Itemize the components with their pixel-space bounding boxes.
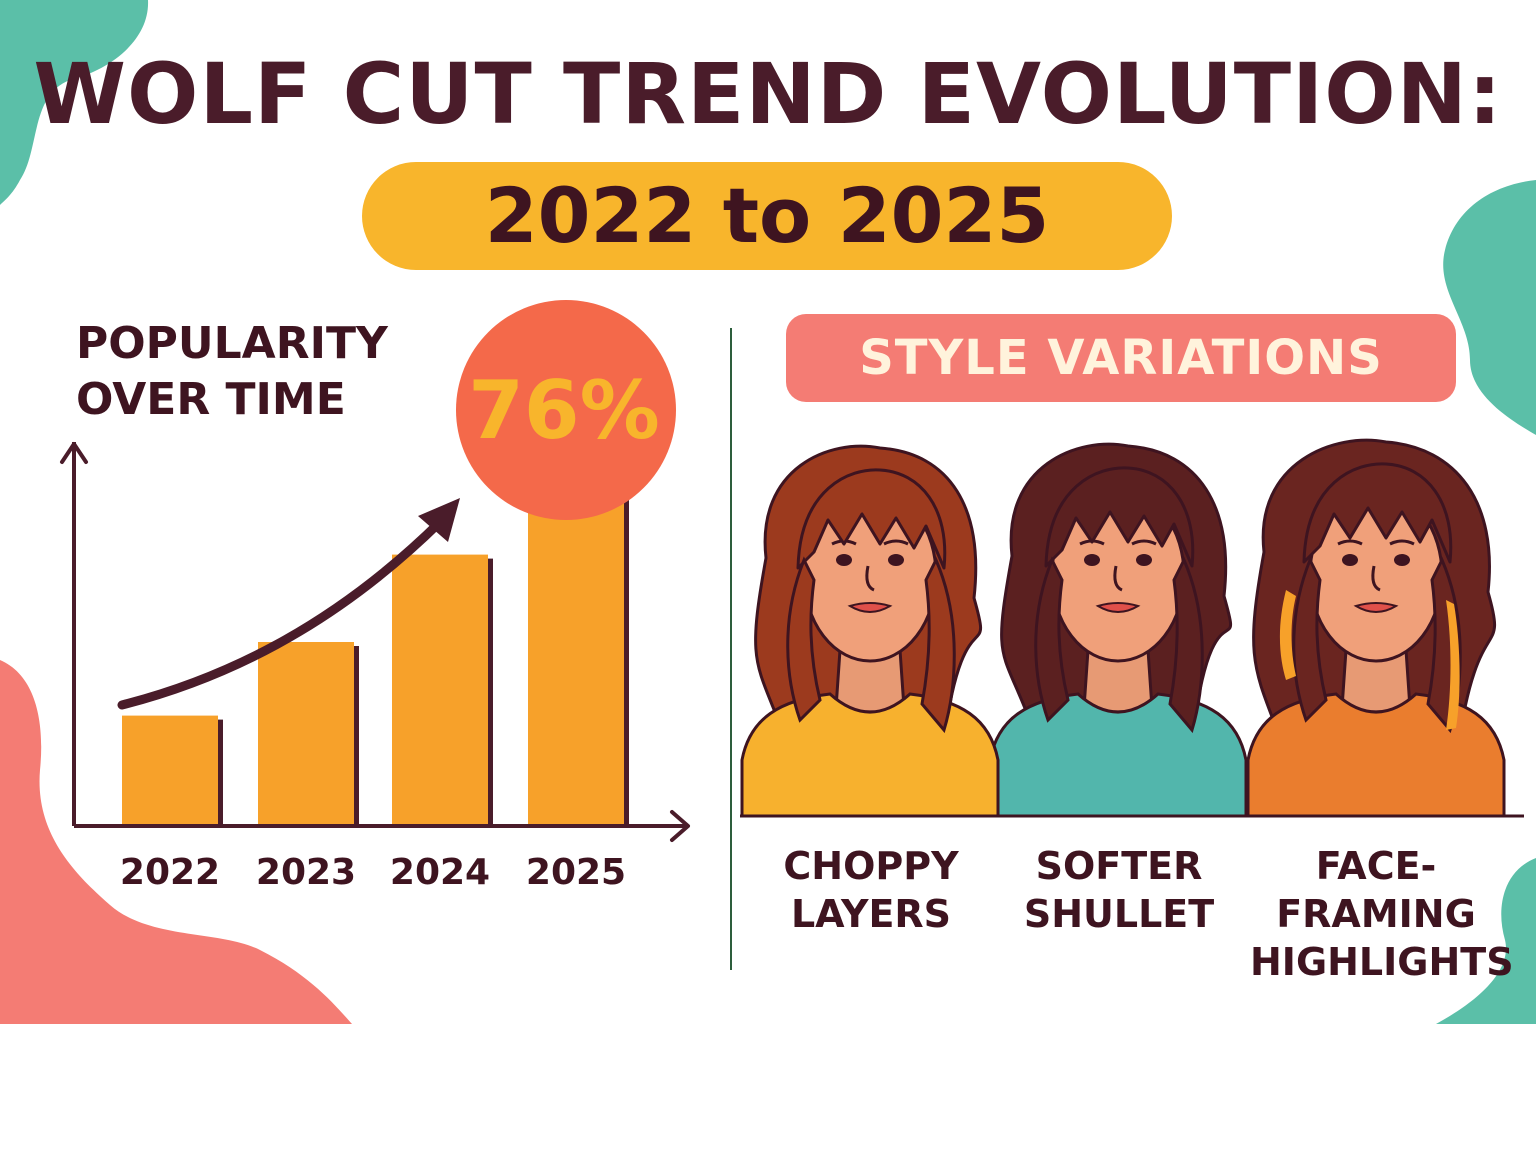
style-caption-line: LAYERS bbox=[790, 892, 952, 936]
coral-blob-bottom-left bbox=[0, 660, 352, 1024]
woman-softer-shullet-icon bbox=[988, 442, 1248, 818]
right-lock bbox=[1168, 556, 1204, 734]
subtitle: 2022 to 2025 bbox=[484, 171, 1050, 260]
mouth bbox=[1095, 602, 1141, 613]
style-caption-2: SOFTER SHULLET bbox=[1008, 842, 1230, 938]
trend-arrow-head-icon bbox=[418, 498, 460, 542]
mouth bbox=[1353, 602, 1399, 613]
left-lock bbox=[1292, 556, 1328, 723]
right-lock bbox=[920, 556, 956, 734]
x-tick-label-2022: 2022 bbox=[120, 852, 220, 893]
left-eye bbox=[1342, 554, 1358, 566]
right-eye bbox=[888, 554, 904, 566]
nose bbox=[1113, 565, 1123, 592]
style-caption-line: FRAMING bbox=[1276, 892, 1476, 936]
highlight-streak-left bbox=[1279, 590, 1296, 680]
style-caption-line: SOFTER bbox=[1035, 844, 1203, 888]
nose bbox=[865, 565, 875, 592]
chart-title: POPULARITY OVER TIME bbox=[76, 318, 388, 425]
style-variations-heading: STYLE VARIATIONS bbox=[859, 330, 1383, 386]
teal-blob-bottom-right bbox=[1436, 858, 1536, 1024]
section-divider bbox=[730, 328, 732, 970]
bangs bbox=[796, 468, 947, 570]
nose bbox=[1371, 565, 1381, 592]
y-axis-arrow-icon bbox=[60, 442, 88, 464]
mouth bbox=[847, 602, 893, 613]
style-caption-line: CHOPPY bbox=[783, 844, 959, 888]
left-lock bbox=[786, 556, 822, 723]
trend-arrow bbox=[117, 517, 445, 710]
subtitle-pill: 2022 to 2025 bbox=[362, 162, 1172, 270]
bangs bbox=[1044, 466, 1195, 568]
teal-blob-top-left bbox=[0, 0, 149, 205]
x-tick-label-2024: 2024 bbox=[390, 852, 490, 893]
left-lock bbox=[1034, 556, 1070, 723]
page-title: WOLF CUT TREND EVOLUTION: bbox=[33, 45, 1503, 143]
bangs bbox=[1302, 462, 1453, 564]
x-tick-label-2025: 2025 bbox=[526, 852, 626, 893]
right-brow bbox=[1389, 539, 1415, 546]
style-caption-line: HIGHLIGHTS bbox=[1250, 940, 1514, 984]
style-variations-pill: STYLE VARIATIONS bbox=[786, 314, 1456, 402]
style-caption-line: SHULLET bbox=[1023, 892, 1215, 936]
bar-2023 bbox=[258, 642, 354, 826]
bar-2024 bbox=[392, 554, 488, 826]
left-eye bbox=[836, 554, 852, 566]
left-eye bbox=[1084, 554, 1100, 566]
right-brow bbox=[883, 539, 909, 546]
highlight-badge bbox=[456, 300, 676, 520]
right-brow bbox=[1131, 539, 1157, 546]
woman-choppy-layers-icon bbox=[740, 444, 1000, 818]
highlight-streak-right bbox=[1446, 600, 1460, 730]
right-eye bbox=[1136, 554, 1152, 566]
shirt bbox=[988, 692, 1248, 818]
shirt bbox=[1246, 692, 1506, 818]
teal-blob-top-right bbox=[1443, 180, 1536, 435]
woman-face-framing-highlights-icon bbox=[1246, 438, 1506, 818]
x-tick-label-2023: 2023 bbox=[256, 852, 356, 893]
shirt bbox=[740, 692, 1000, 818]
style-caption-1: CHOPPY LAYERS bbox=[760, 842, 982, 938]
style-caption-3: FACE- FRAMING HIGHLIGHTS bbox=[1250, 842, 1514, 986]
style-caption-line: FACE- bbox=[1315, 844, 1437, 888]
x-axis-arrow-icon bbox=[670, 810, 690, 842]
highlight-badge-value: 76% bbox=[468, 364, 659, 457]
right-eye bbox=[1394, 554, 1410, 566]
left-brow bbox=[1337, 539, 1363, 546]
bar-2022 bbox=[122, 715, 218, 826]
